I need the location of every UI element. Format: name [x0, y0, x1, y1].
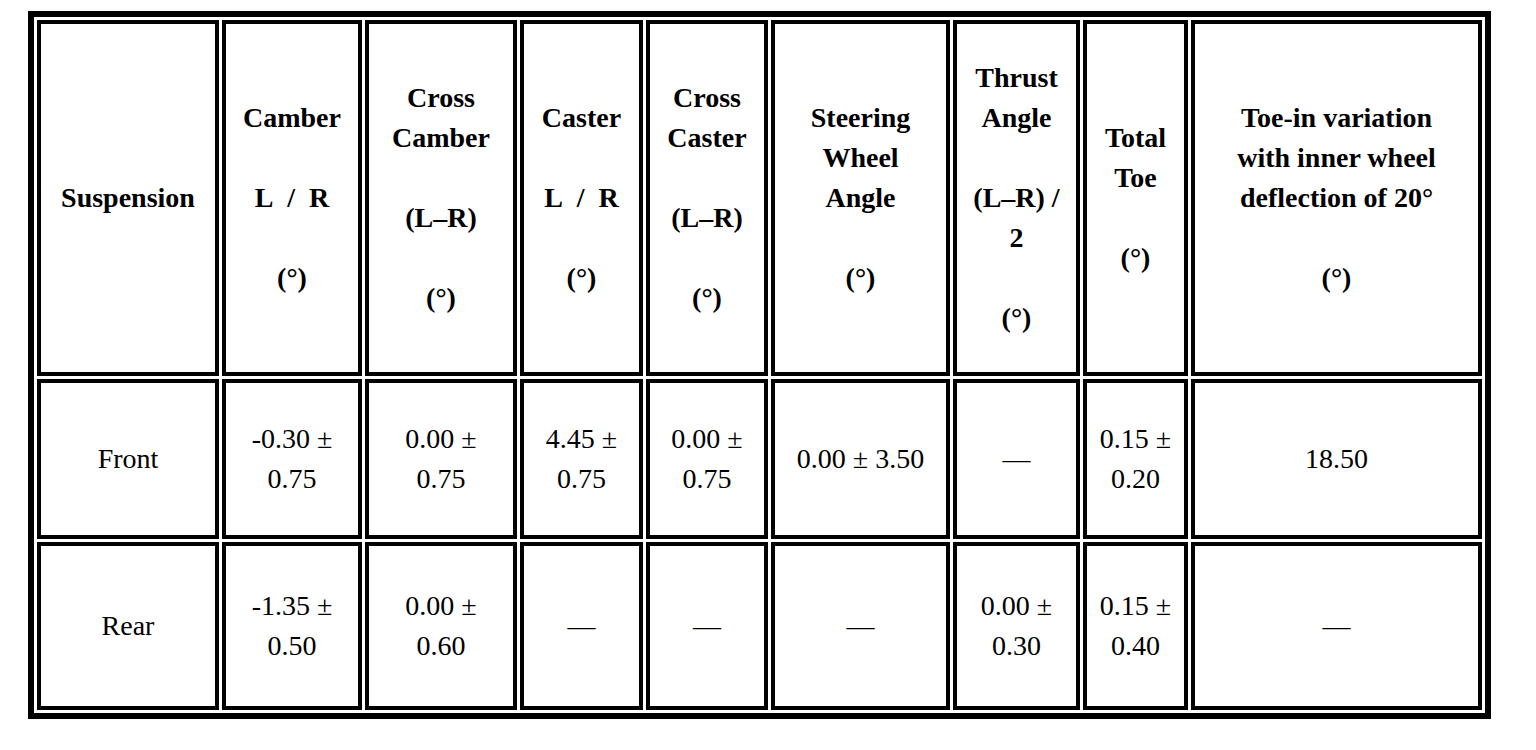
cell-front-caster: 4.45 ± 0.75	[520, 379, 643, 539]
cell-front-cross-caster: 0.00 ± 0.75	[646, 379, 768, 539]
table-row-rear: Rear -1.35 ± 0.50 0.00 ± 0.60 — — — 0.00…	[37, 542, 1482, 710]
cell-rear-thrust-angle: 0.00 ± 0.30	[953, 542, 1080, 710]
table-header-row: Suspension Camber L / R (°) Cross Camber…	[37, 20, 1482, 376]
cell-front-steering-wheel-angle: 0.00 ± 3.50	[771, 379, 950, 539]
cell-rear-cross-camber: 0.00 ± 0.60	[365, 542, 517, 710]
cell-rear-caster: —	[520, 542, 643, 710]
col-header-cross-camber: Cross Camber (L–R) (°)	[365, 20, 517, 376]
cell-front-toe-in-variation: 18.50	[1191, 379, 1482, 539]
col-header-thrust-angle: Thrust Angle (L–R) / 2 (°)	[953, 20, 1080, 376]
cell-rear-cross-caster: —	[646, 542, 768, 710]
cell-rear-total-toe: 0.15 ± 0.40	[1083, 542, 1188, 710]
cell-rear-camber: -1.35 ± 0.50	[222, 542, 362, 710]
col-header-cross-caster: Cross Caster (L–R) (°)	[646, 20, 768, 376]
alignment-spec-table: Suspension Camber L / R (°) Cross Camber…	[28, 11, 1491, 719]
col-header-steering-wheel-angle: Steering Wheel Angle (°)	[771, 20, 950, 376]
col-header-toe-in-variation: Toe-in variation with inner wheel deflec…	[1191, 20, 1482, 376]
cell-front-camber: -0.30 ± 0.75	[222, 379, 362, 539]
cell-front-cross-camber: 0.00 ± 0.75	[365, 379, 517, 539]
document-page: Suspension Camber L / R (°) Cross Camber…	[0, 0, 1536, 750]
cell-rear-steering-wheel-angle: —	[771, 542, 950, 710]
cell-front-thrust-angle: —	[953, 379, 1080, 539]
cell-rear-toe-in-variation: —	[1191, 542, 1482, 710]
row-label-front: Front	[37, 379, 219, 539]
col-header-total-toe: Total Toe (°)	[1083, 20, 1188, 376]
row-label-rear: Rear	[37, 542, 219, 710]
col-header-camber: Camber L / R (°)	[222, 20, 362, 376]
col-header-caster: Caster L / R (°)	[520, 20, 643, 376]
table-row-front: Front -0.30 ± 0.75 0.00 ± 0.75 4.45 ± 0.…	[37, 379, 1482, 539]
cell-front-total-toe: 0.15 ± 0.20	[1083, 379, 1188, 539]
col-header-suspension: Suspension	[37, 20, 219, 376]
